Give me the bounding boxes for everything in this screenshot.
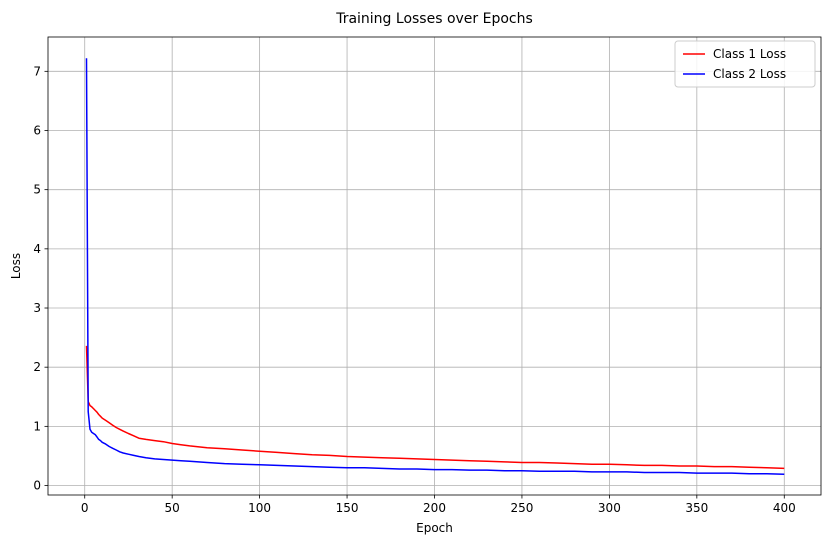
- x-tick-label: 50: [165, 501, 180, 515]
- x-tick-label: 200: [423, 501, 446, 515]
- grid: [48, 37, 821, 495]
- y-tick-label: 4: [33, 242, 41, 256]
- legend-label-1: Class 1 Loss: [713, 47, 786, 61]
- x-tick-label: 250: [510, 501, 533, 515]
- x-tick-label: 300: [598, 501, 621, 515]
- x-tick-label: 400: [773, 501, 796, 515]
- y-tick-label: 7: [33, 64, 41, 78]
- y-tick-label: 5: [33, 183, 41, 197]
- chart-title: Training Losses over Epochs: [335, 11, 533, 27]
- y-tick-label: 1: [33, 419, 41, 433]
- x-tick-label: 100: [248, 501, 271, 515]
- ticks: 0 50 100 150 200 250 300 350 400 0 1 2 3 4 5 6 7: [33, 64, 795, 515]
- x-axis-label: Epoch: [416, 521, 453, 535]
- x-tick-label: 150: [336, 501, 359, 515]
- y-tick-label: 0: [33, 479, 41, 493]
- y-tick-label: 3: [33, 301, 41, 315]
- series-line-1: [85, 345, 785, 470]
- y-tick-label: 6: [33, 123, 41, 137]
- series-line-2: [85, 58, 785, 476]
- legend: Class 1 Loss Class 2 Loss: [674, 40, 816, 88]
- legend-label-2: Class 2 Loss: [713, 67, 786, 81]
- x-tick-label: 0: [81, 501, 89, 515]
- y-axis-label: Loss: [9, 253, 23, 279]
- y-tick-label: 2: [33, 360, 41, 374]
- legend-box: [674, 40, 816, 88]
- x-tick-label: 350: [685, 501, 708, 515]
- series-layer: [85, 58, 785, 476]
